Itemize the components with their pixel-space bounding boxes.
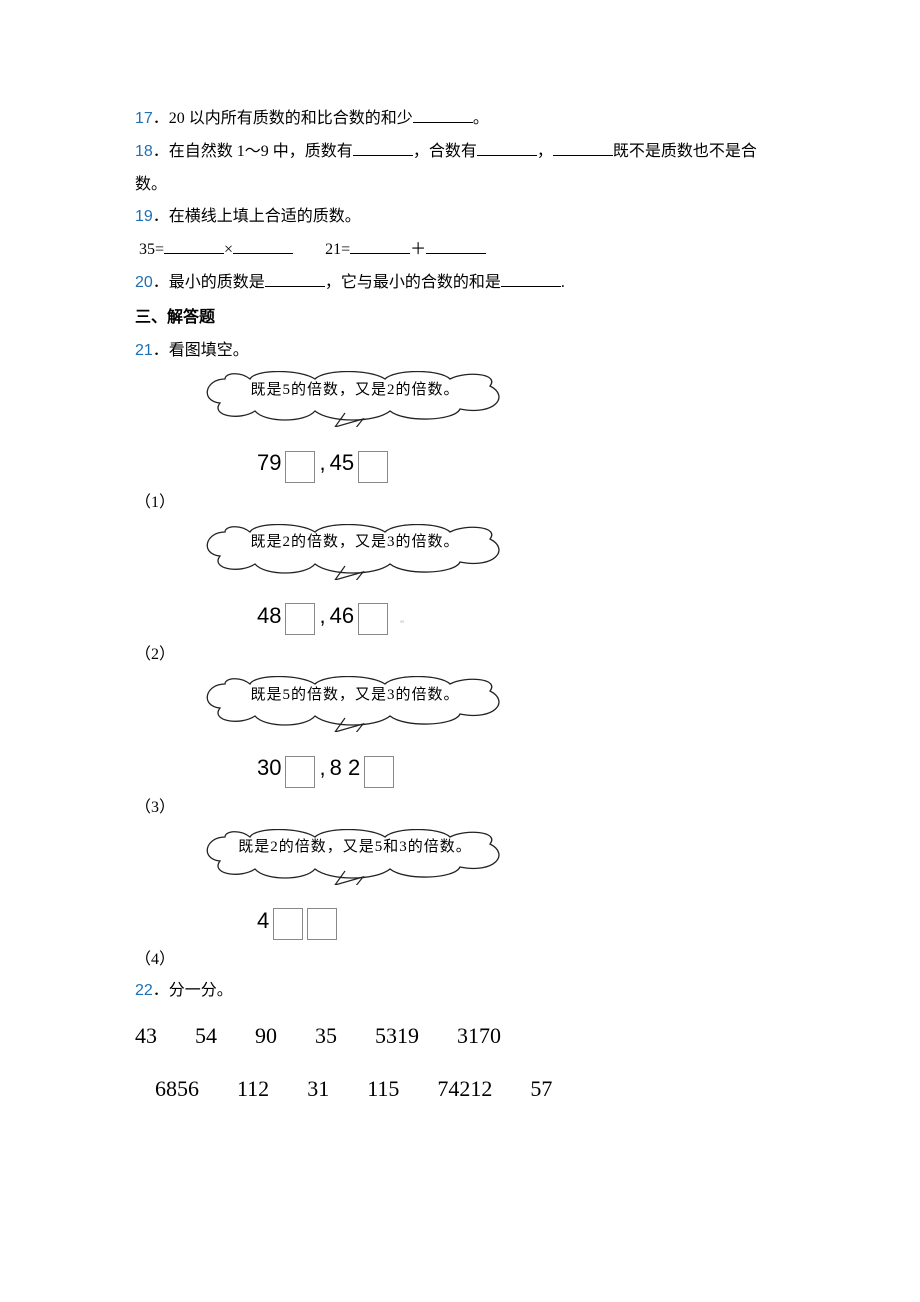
q18-blank3[interactable]	[553, 139, 613, 156]
boxes-row: 48,46 "	[255, 596, 785, 636]
digit-box[interactable]	[307, 908, 337, 940]
cloud-bubble: 既是2的倍数，又是3的倍数。	[195, 524, 515, 576]
digit-box[interactable]	[285, 756, 315, 788]
left-digits: 79	[257, 443, 281, 483]
number-item: 35	[315, 1016, 337, 1056]
q19-eq2-l: 21=	[325, 241, 350, 258]
right-digits: 8 2	[330, 748, 361, 788]
q21-fig-3: 既是5的倍数，又是3的倍数。 30,8 2	[175, 676, 785, 788]
digit-box[interactable]	[364, 756, 394, 788]
q19-eq2-blank2[interactable]	[426, 237, 486, 254]
sub-label: （1）	[135, 489, 785, 518]
q21-fig-1: 既是5的倍数，又是2的倍数。 79,45	[175, 371, 785, 483]
q17-text-a: ．20 以内所有质数的和比合数的和少	[153, 110, 413, 127]
q21-text-a: ．看图填空。	[153, 342, 249, 359]
q20-blank1[interactable]	[265, 270, 325, 287]
digit-box[interactable]	[285, 603, 315, 635]
separator: ,	[319, 596, 325, 636]
number-item: 54	[195, 1016, 217, 1056]
left-digits: 4	[257, 901, 269, 941]
number-item: 3170	[457, 1016, 501, 1056]
q20-line: 20．最小的质数是 ，它与最小的合数的和是.	[135, 269, 785, 298]
q20-text-b: ，它与最小的合数的和是	[325, 274, 501, 291]
left-digits: 30	[257, 748, 281, 788]
number-item: 6856	[155, 1069, 199, 1109]
digit-box[interactable]	[358, 451, 388, 483]
q20-text-c: .	[561, 274, 565, 291]
boxes-row: 4	[255, 901, 785, 941]
cloud-bubble: 既是5的倍数，又是2的倍数。	[195, 371, 515, 423]
q18-text-b: ，合数有	[413, 143, 477, 160]
sub-label: （2）	[135, 641, 785, 670]
right-digits: 46	[330, 596, 354, 636]
number-item: 90	[255, 1016, 277, 1056]
number-item: 5319	[375, 1016, 419, 1056]
q17-line: 17．20 以内所有质数的和比合数的和少 。	[135, 105, 785, 134]
q22-row1: 43 54 90 35 5319 3170	[135, 1016, 785, 1056]
number-item: 74212	[437, 1069, 492, 1109]
q21-fig-2: 既是2的倍数，又是3的倍数。 48,46 "	[175, 524, 785, 636]
q20-blank2[interactable]	[501, 270, 561, 287]
number-item: 115	[367, 1069, 399, 1109]
q19-eq1-blank1[interactable]	[164, 237, 224, 254]
q19-eq2-blank1[interactable]	[350, 237, 410, 254]
cloud-text: 既是5的倍数，又是3的倍数。	[195, 676, 515, 714]
digit-box[interactable]	[285, 451, 315, 483]
left-digits: 48	[257, 596, 281, 636]
q19-eq1-blank2[interactable]	[233, 237, 293, 254]
q19-eq1-op: ×	[224, 241, 233, 258]
q18-text-d: 既不是质数也不是合	[613, 143, 757, 160]
q20-number: 20	[135, 274, 153, 291]
q17-number: 17	[135, 110, 153, 127]
q22-text-a: ．分一分。	[153, 982, 233, 999]
q19-eq1-l: 35=	[139, 241, 164, 258]
q19-text-a: ．在横线上填上合适的质数。	[153, 208, 361, 225]
q19-number: 19	[135, 208, 153, 225]
q17-blank[interactable]	[413, 106, 473, 123]
q18-line1: 18．在自然数 1～9 中，质数有 ，合数有 ， 既不是质数也不是合	[135, 138, 785, 167]
cloud-bubble: 既是5的倍数，又是3的倍数。	[195, 676, 515, 728]
faint-mark: "	[400, 616, 404, 636]
q19-line1: 19．在横线上填上合适的质数。	[135, 203, 785, 232]
number-item: 112	[237, 1069, 269, 1109]
cloud-text: 既是2的倍数，又是3的倍数。	[195, 524, 515, 562]
q18-text-a: ．在自然数 1～9 中，质数有	[153, 143, 353, 160]
q20-text-a: ．最小的质数是	[153, 274, 265, 291]
q17-text-b: 。	[473, 110, 489, 127]
q18-blank2[interactable]	[477, 139, 537, 156]
q19-equations: 35= × 21= ＋	[135, 236, 785, 265]
digit-box[interactable]	[273, 908, 303, 940]
boxes-row: 30,8 2	[255, 748, 785, 788]
sub-label: （4）	[135, 946, 785, 975]
number-item: 57	[530, 1069, 552, 1109]
separator: ,	[319, 748, 325, 788]
boxes-row: 79,45	[255, 443, 785, 483]
q22-line: 22．分一分。	[135, 977, 785, 1006]
digit-box[interactable]	[358, 603, 388, 635]
q22-numbers: 43 54 90 35 5319 3170 6856 112 31 115 74212 57	[135, 1016, 785, 1109]
section-3-heading: 三、解答题	[135, 304, 785, 333]
q18-number: 18	[135, 143, 153, 160]
q18-text-e: 数。	[135, 176, 167, 193]
q21-number: 21	[135, 342, 153, 359]
number-item: 31	[307, 1069, 329, 1109]
q18-line2: 数。	[135, 171, 785, 200]
separator: ,	[319, 443, 325, 483]
cloud-text: 既是5的倍数，又是2的倍数。	[195, 371, 515, 409]
worksheet-page: 17．20 以内所有质数的和比合数的和少 。 18．在自然数 1～9 中，质数有 ，…	[0, 0, 920, 1159]
cloud-bubble: 既是2的倍数，又是5和3的倍数。	[195, 829, 515, 881]
q21-line: 21．看图填空。	[135, 337, 785, 366]
number-item: 43	[135, 1016, 157, 1056]
q22-number: 22	[135, 982, 153, 999]
q18-blank1[interactable]	[353, 139, 413, 156]
sub-label: （3）	[135, 794, 785, 823]
right-digits: 45	[330, 443, 354, 483]
cloud-text: 既是2的倍数，又是5和3的倍数。	[195, 829, 515, 867]
q22-row2: 6856 112 31 115 74212 57	[155, 1069, 785, 1109]
q19-eq2-op: ＋	[410, 241, 426, 258]
q21-fig-4: 既是2的倍数，又是5和3的倍数。 4	[175, 829, 785, 941]
q21-figures: 既是5的倍数，又是2的倍数。79,45（1） 既是2的倍数，又是3的倍数。48,…	[135, 371, 785, 975]
q18-text-c: ，	[537, 143, 553, 160]
